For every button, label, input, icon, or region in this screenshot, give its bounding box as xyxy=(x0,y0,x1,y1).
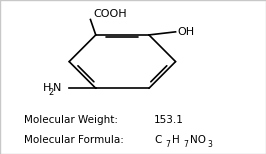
Text: 7: 7 xyxy=(183,140,188,149)
Text: COOH: COOH xyxy=(93,9,127,19)
Text: 3: 3 xyxy=(208,140,213,149)
Text: 2: 2 xyxy=(48,88,54,97)
Text: NO: NO xyxy=(190,135,206,145)
Text: H: H xyxy=(43,83,52,93)
Text: Molecular Weight:: Molecular Weight: xyxy=(24,115,118,125)
Text: OH: OH xyxy=(178,27,195,37)
Text: 153.1: 153.1 xyxy=(154,115,184,125)
Text: Molecular Formula:: Molecular Formula: xyxy=(24,135,124,145)
Text: 7: 7 xyxy=(165,140,170,149)
Text: H: H xyxy=(172,135,180,145)
Text: C: C xyxy=(154,135,162,145)
Text: N: N xyxy=(53,83,61,93)
